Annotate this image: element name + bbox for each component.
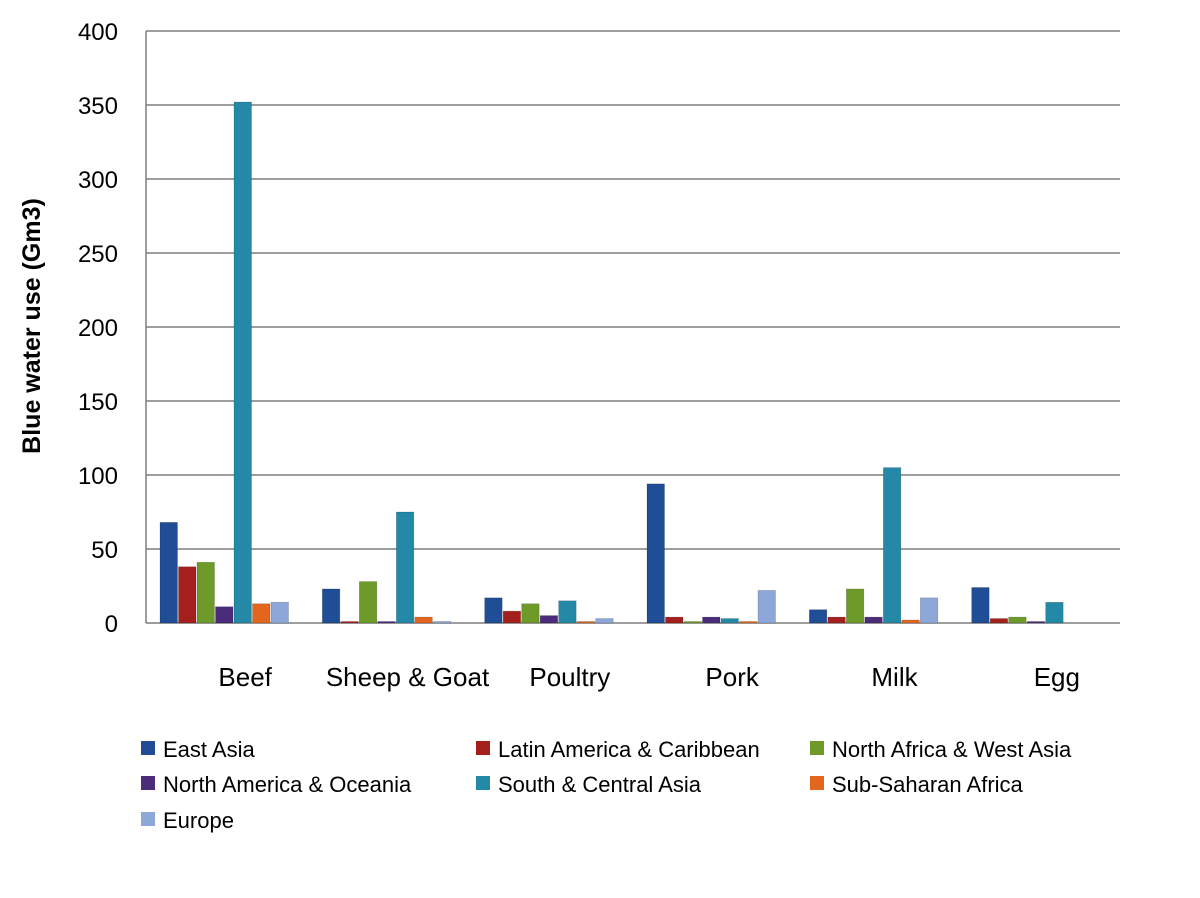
bar-sheep-goat-europe (433, 621, 452, 624)
legend-label-north-africa-west-asia: North Africa & West Asia (832, 737, 1072, 762)
legend-swatch-europe (141, 812, 155, 826)
bar-beef-north-america-oceania (215, 606, 234, 624)
legend-swatch-latin-america-caribbean (476, 741, 490, 755)
bar-beef-europe (270, 601, 289, 624)
bar-poultry-europe (595, 618, 614, 624)
bar-beef-latin-america-caribbean (178, 566, 197, 624)
legend-swatch-sub-saharan-africa (810, 776, 824, 790)
x-category-label: Pork (705, 662, 759, 692)
bar-milk-north-africa-west-asia (846, 588, 865, 624)
legend-swatch-south-central-asia (476, 776, 490, 790)
bar-pork-south-central-asia (720, 618, 739, 624)
legend-swatch-north-africa-west-asia (810, 741, 824, 755)
legend-label-north-america-oceania: North America & Oceania (163, 772, 412, 797)
x-category-label: Beef (218, 662, 272, 692)
bar-beef-north-africa-west-asia (196, 562, 215, 624)
bar-pork-europe (757, 590, 776, 624)
y-tick-label: 200 (78, 315, 118, 342)
legend-swatch-east-asia (141, 741, 155, 755)
bar-pork-east-asia (646, 483, 665, 624)
x-category-label: Poultry (529, 662, 610, 692)
bar-poultry-south-central-asia (558, 600, 577, 624)
bars (159, 101, 1064, 624)
legend-label-south-central-asia: South & Central Asia (498, 772, 702, 797)
bar-pork-north-africa-west-asia (683, 621, 702, 624)
bar-sheep-goat-latin-america-caribbean (340, 621, 359, 624)
bar-sheep-goat-east-asia (322, 588, 341, 624)
bar-poultry-sub-saharan-africa (576, 621, 595, 624)
legend-label-sub-saharan-africa: Sub-Saharan Africa (832, 772, 1024, 797)
bar-sheep-goat-south-central-asia (396, 511, 415, 624)
x-category-label: Egg (1034, 662, 1080, 692)
bar-poultry-latin-america-caribbean (502, 610, 521, 624)
axes (145, 31, 1120, 624)
bar-egg-north-africa-west-asia (1008, 616, 1027, 624)
bar-sheep-goat-sub-saharan-africa (414, 616, 433, 624)
gridlines (146, 30, 1120, 550)
y-tick-label: 150 (78, 389, 118, 416)
y-tick-label: 50 (91, 537, 118, 564)
bar-sheep-goat-north-america-oceania (377, 621, 396, 624)
bar-egg-east-asia (971, 587, 990, 624)
bar-poultry-east-asia (484, 597, 503, 624)
legend-label-latin-america-caribbean: Latin America & Caribbean (498, 737, 760, 762)
x-category-label: Sheep & Goat (326, 662, 490, 692)
legend: East Asia Latin America & Caribbean North … (141, 737, 1072, 833)
bar-beef-east-asia (159, 522, 178, 624)
bar-milk-europe (920, 597, 939, 624)
bar-beef-south-central-asia (233, 101, 252, 624)
bar-poultry-north-america-oceania (539, 615, 558, 624)
y-axis-label: Blue water use (Gm3) (18, 198, 46, 454)
x-category-label: Milk (871, 662, 918, 692)
y-tick-labels: 0 50 100 150 200 250 300 350 400 (78, 19, 118, 638)
bar-milk-east-asia (809, 609, 828, 624)
bar-pork-sub-saharan-africa (739, 621, 758, 624)
bar-egg-south-central-asia (1045, 601, 1064, 624)
y-tick-label: 100 (78, 463, 118, 490)
y-tick-label: 350 (78, 93, 118, 120)
y-tick-label: 300 (78, 167, 118, 194)
bar-egg-north-america-oceania (1026, 621, 1045, 624)
bar-milk-sub-saharan-africa (901, 619, 920, 624)
legend-label-europe: Europe (163, 808, 234, 833)
bar-pork-north-america-oceania (702, 616, 721, 624)
bar-milk-latin-america-caribbean (827, 616, 846, 624)
y-tick-label: 0 (105, 611, 118, 638)
bar-sheep-goat-north-africa-west-asia (359, 581, 378, 624)
legend-label-east-asia: East Asia (163, 737, 255, 762)
category-labels: Beef Sheep & Goat Poultry Pork Milk Egg (218, 662, 1080, 692)
bar-egg-latin-america-caribbean (989, 618, 1008, 624)
y-tick-label: 250 (78, 241, 118, 268)
y-tick-label: 400 (78, 19, 118, 46)
bar-pork-latin-america-caribbean (665, 616, 684, 624)
bar-beef-sub-saharan-africa (252, 603, 271, 624)
legend-swatch-north-america-oceania (141, 776, 155, 790)
bar-milk-south-central-asia (883, 467, 902, 624)
bar-milk-north-america-oceania (864, 616, 883, 624)
bar-poultry-north-africa-west-asia (521, 603, 540, 624)
